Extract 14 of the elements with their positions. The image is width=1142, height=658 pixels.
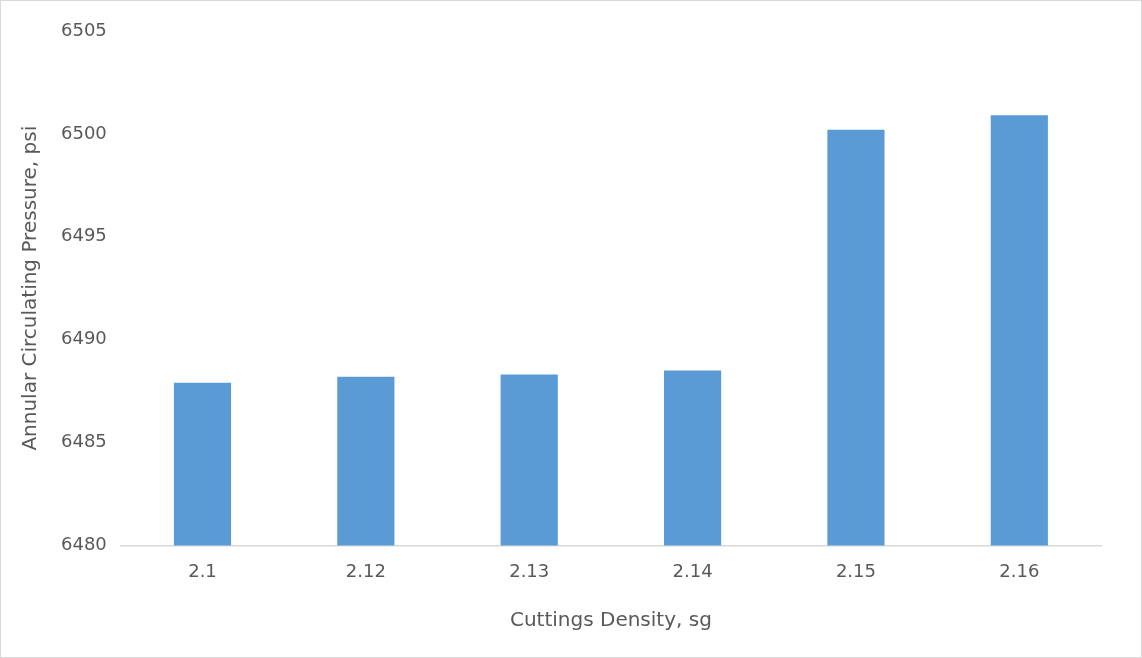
x-tick-label: 2.1 [188,559,217,581]
y-tick-label: 6480 [61,533,107,555]
y-tick-label: 6495 [61,224,107,246]
x-tick-label: 2.13 [509,559,550,581]
x-tick-label: 2.14 [672,559,713,581]
y-tick-label: 6505 [61,18,107,40]
y-tick-label: 6485 [61,430,107,452]
x-tick-label: 2.16 [999,559,1040,581]
y-axis-title: Annular Circulating Pressure, psi [17,125,42,451]
y-tick-label: 6490 [61,327,107,349]
y-tick-label: 6500 [61,121,107,143]
x-tick-label: 2.12 [345,559,386,581]
x-axis-title: Cuttings Density, sg [509,607,712,632]
x-tick-label: 2.15 [835,559,876,581]
